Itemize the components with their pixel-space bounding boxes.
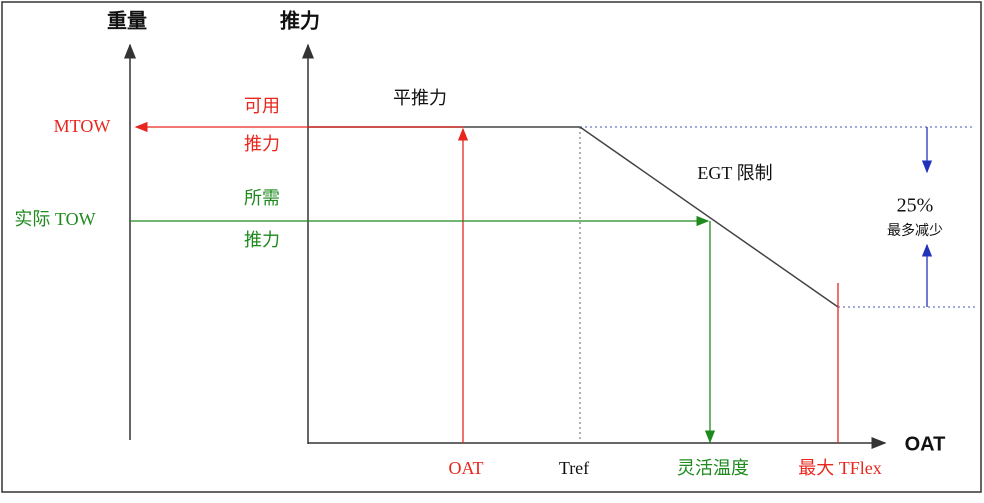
- label: 实际 TOW: [14, 209, 95, 229]
- thrust-curve: [308, 126, 839, 308]
- label: 推力: [244, 134, 280, 154]
- axis-label: 重量: [107, 9, 147, 32]
- label: 灵活温度: [677, 458, 749, 478]
- available-lines: [134, 121, 839, 443]
- label: EGT 限制: [697, 163, 772, 183]
- required-lines: [130, 215, 716, 444]
- label: 所需: [244, 188, 280, 208]
- label: OAT: [449, 458, 484, 478]
- label: 平推力: [393, 88, 447, 108]
- label: Tref: [559, 458, 589, 478]
- label: 25%: [897, 195, 934, 217]
- frame: [1, 1, 982, 493]
- axis-label: OAT: [905, 433, 946, 455]
- label: 可用: [244, 96, 280, 116]
- label: 最多减少: [887, 222, 943, 239]
- axes: [124, 43, 887, 449]
- label: 推力: [244, 230, 280, 250]
- label: MTOW: [54, 116, 111, 136]
- axis-label: 推力: [280, 8, 320, 32]
- guides: [579, 126, 975, 443]
- label: 最大 TFlex: [798, 458, 882, 478]
